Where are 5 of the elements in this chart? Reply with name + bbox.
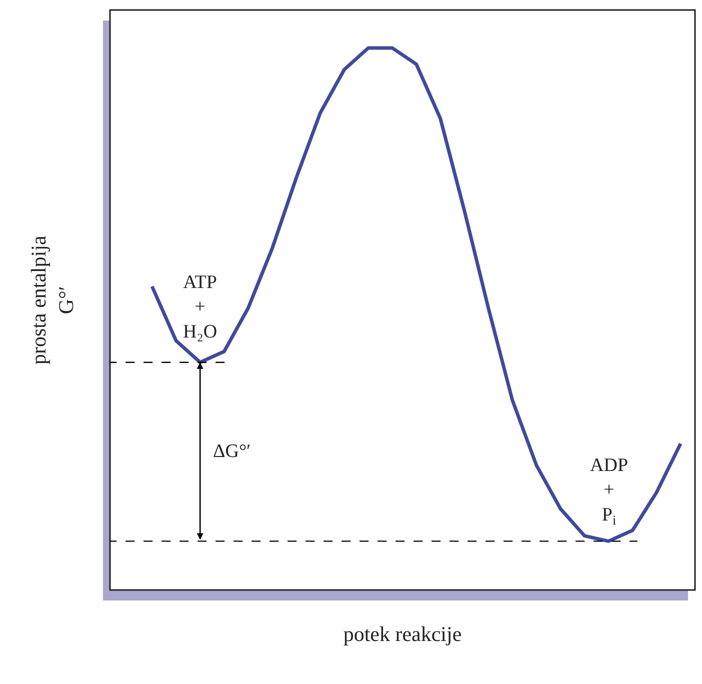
y-axis-title: prosta entalpija G°′ (26, 234, 78, 364)
x-axis-title: potek reakcije (343, 622, 462, 646)
annotation: ATP + H₂O (183, 272, 218, 342)
annotation: ADP + P$_{i}$ (590, 455, 628, 528)
annotation: ΔG°′ (213, 441, 251, 462)
